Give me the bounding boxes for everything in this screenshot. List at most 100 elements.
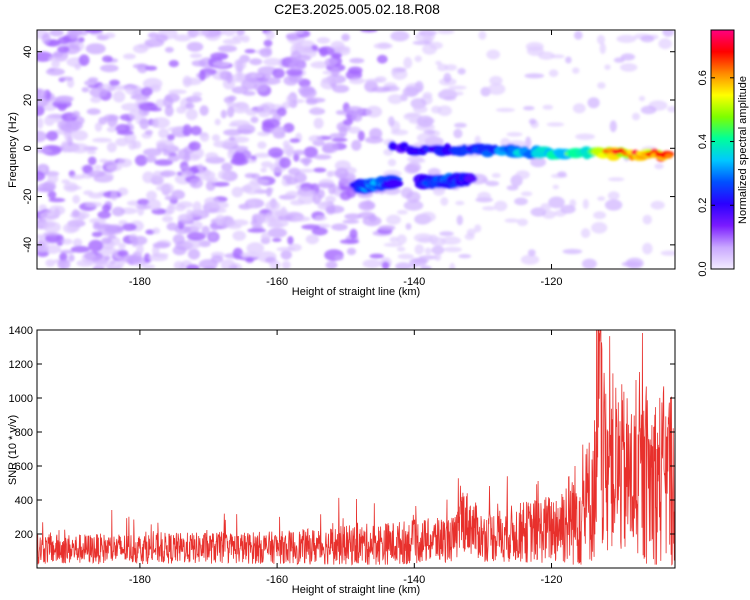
heatmap-cell (362, 259, 382, 269)
heatmap-cell (48, 197, 66, 203)
heatmap-cell (37, 105, 45, 117)
heatmap-cell (63, 182, 79, 193)
heatmap-cell (301, 224, 321, 230)
heatmap-cell (37, 240, 49, 252)
heatmap-cell (390, 30, 410, 42)
heatmap-cell (77, 213, 86, 221)
heatmap-cell (562, 248, 583, 255)
heatmap-cell (211, 134, 221, 142)
y-tick-label: 600 (15, 461, 33, 473)
heatmap-cell (388, 141, 397, 151)
heatmap-cell (212, 61, 230, 67)
heatmap-cell (390, 129, 409, 136)
heatmap-cell (143, 253, 151, 263)
heatmap-cell (236, 72, 243, 78)
heatmap-cell (550, 54, 565, 59)
heatmap-cell (164, 105, 174, 117)
heatmap-cell (236, 145, 246, 153)
heatmap-cell (349, 77, 365, 85)
heatmap-cell (326, 170, 334, 178)
heatmap-cell (158, 128, 170, 139)
heatmap-cell (226, 71, 233, 84)
heatmap-cell (495, 107, 515, 113)
heatmap-cell (650, 200, 665, 210)
heatmap-cell (131, 235, 139, 247)
heatmap-cell (86, 108, 101, 115)
heatmap-cell (407, 155, 424, 163)
heatmap-cell (265, 200, 281, 211)
heatmap-cell (174, 204, 186, 212)
heatmap-cell (313, 117, 324, 129)
heatmap-cell (241, 35, 250, 43)
heatmap-cell (286, 147, 294, 158)
heatmap-cell (232, 35, 244, 41)
heatmap-cell (128, 109, 145, 121)
heatmap-cell (250, 116, 259, 124)
heatmap-cell (78, 54, 90, 66)
heatmap-cell (449, 262, 456, 269)
heatmap-cell (160, 170, 177, 177)
heatmap-cell (37, 187, 52, 193)
heatmap-cell (347, 126, 361, 134)
heatmap-cell (305, 234, 320, 245)
heatmap-cell (303, 146, 318, 158)
heatmap-cell (104, 224, 124, 235)
heatmap-cell (190, 125, 202, 136)
heatmap-cell (662, 30, 674, 37)
heatmap-cell (400, 187, 413, 199)
spectrogram-panel: -180 -160 -140 -120 -40 -20 0 20 40 Height of s… (7, 29, 676, 298)
x-tick-label: -180 (129, 574, 151, 586)
heatmap-cell (524, 73, 545, 79)
heatmap-cell (121, 254, 142, 264)
heatmap-cell (132, 140, 142, 149)
heatmap-cell (313, 154, 332, 160)
heatmap-cell (299, 157, 313, 164)
heatmap-cell (331, 137, 348, 142)
heatmap-cell (137, 205, 145, 216)
heatmap-cell (186, 264, 200, 269)
heatmap-cell (187, 248, 201, 260)
heatmap-cell (489, 75, 503, 86)
heatmap-cell (474, 224, 482, 233)
heatmap-cell (435, 60, 442, 66)
heatmap-cell (441, 236, 461, 245)
heatmap-cell (342, 219, 360, 224)
heatmap-cell (46, 130, 59, 141)
heatmap-cell (39, 164, 47, 174)
heatmap-cell (285, 178, 299, 185)
heatmap-cell (197, 163, 204, 172)
heatmap-cell (396, 209, 408, 215)
heatmap-cell (560, 204, 576, 214)
heatmap-cell (388, 116, 395, 127)
heatmap-cell (572, 67, 580, 74)
heatmap-cell (94, 261, 114, 268)
heatmap-cell (250, 73, 264, 79)
heatmap-cells (37, 30, 675, 269)
heatmap-cell (141, 87, 153, 97)
heatmap-cell (443, 246, 462, 253)
heatmap-cell (54, 95, 73, 104)
heatmap-cell (504, 218, 519, 223)
heatmap-cell (520, 191, 533, 197)
heatmap-cell (145, 155, 157, 163)
heatmap-cell (92, 137, 112, 143)
heatmap-cell (155, 175, 165, 186)
heatmap-cell (293, 153, 300, 162)
heatmap-cell (272, 68, 285, 79)
heatmap-cell (48, 67, 56, 72)
heatmap-cell (294, 30, 305, 35)
heatmap-cell (112, 90, 126, 103)
heatmap-cell (351, 139, 362, 151)
heatmap-cell (632, 112, 640, 121)
heatmap-cell (187, 212, 206, 218)
heatmap-cell (83, 190, 94, 196)
heatmap-cell (245, 257, 254, 263)
heatmap-cell (260, 232, 271, 242)
heatmap-cell (214, 118, 221, 126)
snr-panel: -180 -160 -140 -120 200 400 600 800 1000 1200 140… (7, 325, 676, 596)
heatmap-cell (225, 219, 236, 227)
snr-series-line (37, 330, 675, 566)
heatmap-cell (132, 63, 149, 69)
heatmap-cell (164, 195, 178, 201)
heatmap-cell (101, 204, 111, 212)
